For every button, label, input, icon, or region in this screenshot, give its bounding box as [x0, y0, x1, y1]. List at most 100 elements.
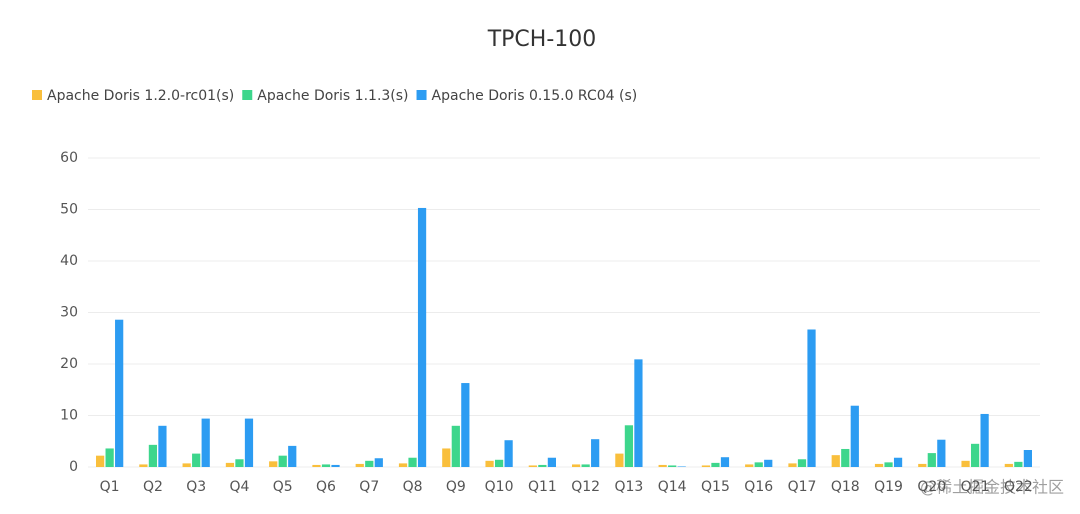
bar [850, 405, 859, 467]
bar [764, 459, 773, 467]
y-tick-label: 30 [60, 305, 78, 321]
x-tick-label: Q10 [485, 479, 514, 495]
bar [547, 457, 556, 467]
y-tick-label: 50 [60, 202, 78, 218]
x-tick-label: Q6 [316, 479, 336, 495]
bar [1023, 450, 1032, 467]
y-tick-label: 20 [60, 356, 78, 372]
bar [701, 465, 711, 467]
bar [581, 464, 590, 467]
bar [528, 465, 537, 467]
bar [442, 448, 451, 467]
bar [634, 359, 643, 467]
bar [278, 455, 287, 467]
bar [754, 462, 763, 467]
bar [591, 439, 600, 467]
bar [745, 464, 754, 467]
bar [139, 464, 148, 467]
bar [148, 444, 158, 467]
bar [927, 453, 936, 467]
bar [1004, 463, 1013, 467]
bar [225, 462, 235, 467]
legend-swatch [416, 90, 427, 100]
bar [677, 466, 686, 467]
bar [417, 207, 427, 467]
bar [158, 425, 167, 467]
bar [365, 460, 374, 467]
bar [321, 464, 331, 467]
x-tick-label: Q16 [744, 479, 773, 495]
x-tick-label: Q21 [961, 479, 990, 495]
bar [408, 457, 417, 467]
bar [980, 413, 989, 467]
bar [105, 448, 114, 467]
bar [893, 457, 903, 467]
bar [884, 462, 893, 467]
bar [192, 453, 201, 467]
x-tick-label: Q3 [186, 479, 206, 495]
x-tick-label: Q18 [831, 479, 860, 495]
y-tick-label: 60 [60, 150, 78, 166]
bar [961, 460, 970, 467]
bar [96, 455, 105, 467]
x-tick-label: Q8 [403, 479, 423, 495]
bar [331, 464, 340, 467]
bar [937, 439, 946, 467]
bar [244, 418, 254, 467]
x-tick-label: Q5 [273, 479, 293, 495]
bar [1014, 461, 1023, 467]
bar [720, 457, 730, 467]
bar [235, 459, 244, 467]
x-tick-label: Q22 [1004, 479, 1033, 495]
bar [182, 463, 191, 467]
bar [807, 329, 816, 467]
bar [841, 448, 850, 467]
bar [312, 464, 321, 467]
legend-swatch [242, 90, 253, 100]
x-tick-label: Q1 [100, 479, 120, 495]
x-tick-label: Q13 [614, 479, 643, 495]
bar [269, 461, 278, 467]
bar [615, 453, 624, 467]
x-tick-label: Q14 [658, 479, 687, 495]
legend-swatch [32, 90, 42, 100]
x-tick-label: Q19 [874, 479, 903, 495]
bar [288, 445, 297, 467]
x-tick-label: Q7 [359, 479, 379, 495]
x-tick-label: Q17 [788, 479, 817, 495]
x-tick-label: Q12 [571, 479, 600, 495]
chart-title: TPCH-100 [487, 27, 597, 52]
bar [572, 464, 581, 467]
x-tick-label: Q11 [528, 479, 557, 495]
y-tick-label: 10 [60, 408, 78, 424]
bar [797, 459, 807, 467]
y-tick-label: 0 [69, 459, 78, 475]
x-tick-label: Q20 [917, 479, 946, 495]
x-tick-label: Q4 [229, 479, 249, 495]
bar [538, 464, 547, 467]
bar [624, 425, 634, 467]
bar [451, 425, 460, 467]
legend-text: Apache Doris 1.2.0-rc01(s) [47, 88, 234, 104]
y-tick-label: 40 [60, 253, 78, 269]
x-tick-label: Q15 [701, 479, 730, 495]
bar [970, 443, 980, 467]
bar [668, 465, 677, 467]
bar [201, 418, 210, 467]
bar [874, 463, 884, 467]
bar [494, 459, 504, 467]
bar [398, 463, 408, 467]
watermark: @稀土掘金技术社区 [920, 478, 1064, 497]
bar [831, 455, 840, 467]
legend-text: Apache Doris 1.1.3(s) [257, 88, 408, 104]
bar [374, 458, 383, 467]
bar [461, 383, 470, 467]
x-tick-label: Q9 [446, 479, 466, 495]
bar [504, 440, 513, 467]
bar [355, 463, 364, 467]
bar [918, 463, 927, 467]
bar [788, 463, 797, 467]
x-tick-label: Q2 [143, 479, 163, 495]
bar [658, 464, 667, 467]
